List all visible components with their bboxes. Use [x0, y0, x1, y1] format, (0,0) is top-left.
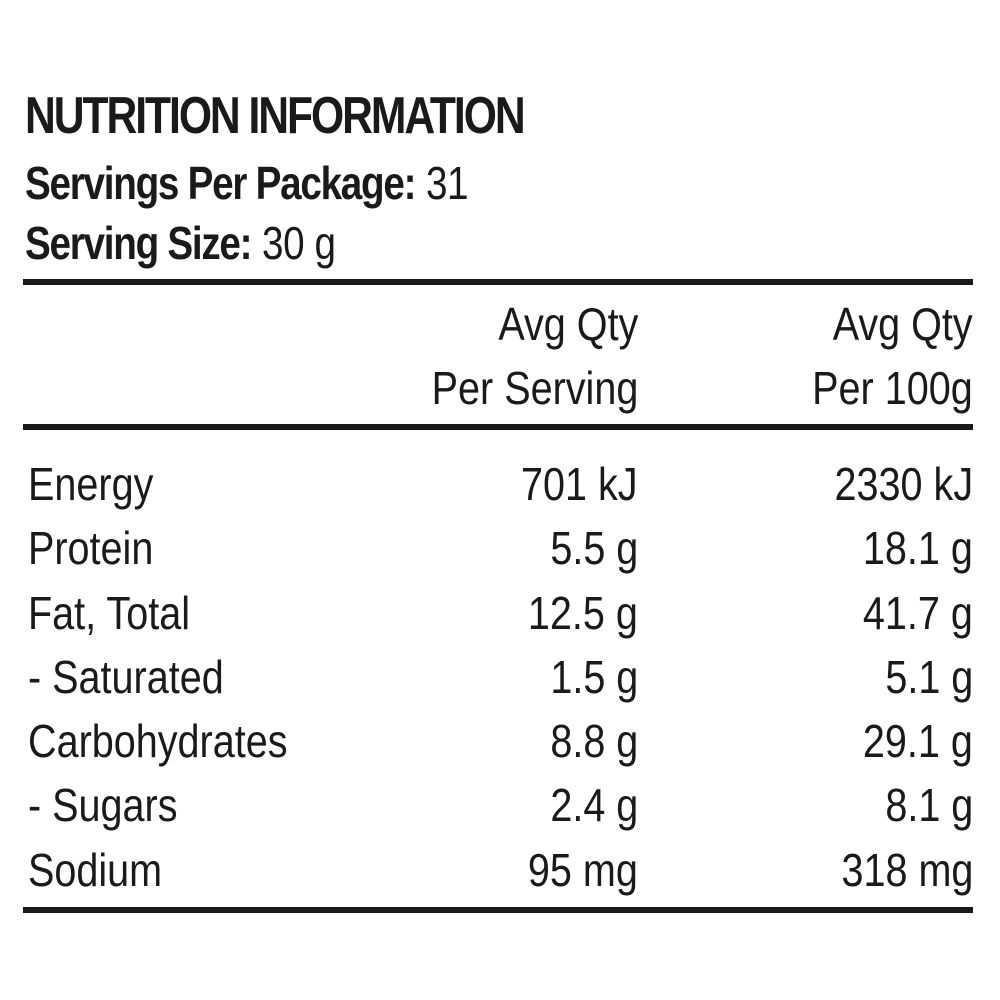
per-100g-value: 8.1 g [885, 779, 973, 832]
table-row-sugars: - Sugars 2.4 g 8.1 g [23, 773, 973, 837]
per-100g-value: 2330 kJ [834, 458, 973, 510]
per-serving-value: 2.4 g [550, 779, 638, 832]
column-header-per-serving: Avg Qty Per Serving [398, 292, 638, 420]
column-header-line1: Avg Qty [498, 298, 638, 350]
divider-bottom [23, 907, 973, 913]
column-header-line2: Per Serving [431, 362, 638, 414]
servings-per-package-label: Servings Per Package: [25, 157, 416, 209]
divider-top [23, 279, 973, 285]
per-100g-value: 18.1 g [863, 522, 973, 575]
per-serving-value: 5.5 g [550, 522, 638, 575]
servings-per-package: Servings Per Package: 31 [25, 155, 469, 211]
panel-title: NUTRITION INFORMATION [25, 87, 526, 145]
serving-size-label: Serving Size: [25, 217, 253, 269]
nutrient-name: Sodium [28, 843, 163, 896]
per-serving-value: 95 mg [528, 843, 638, 896]
per-100g-value: 41.7 g [863, 586, 973, 639]
per-100g-value: 29.1 g [863, 715, 973, 768]
table-row-sodium: Sodium 95 mg 318 mg [23, 838, 973, 902]
per-serving-value: 12.5 g [528, 586, 638, 639]
nutrition-information-panel: NUTRITION INFORMATION Servings Per Packa… [23, 0, 973, 1000]
column-header-line1: Avg Qty [833, 298, 973, 350]
table-row-fat-total: Fat, Total 12.5 g 41.7 g [23, 581, 973, 645]
nutrient-name: - Saturated [28, 650, 224, 703]
table-row-saturated: - Saturated 1.5 g 5.1 g [23, 645, 973, 709]
nutrient-rows: Energy 701 kJ 2330 kJ Protein 5.5 g 18.1… [23, 452, 973, 902]
column-header-per-100g: Avg Qty Per 100g [786, 292, 973, 420]
serving-size-value: 30 g [262, 217, 336, 269]
nutrient-name: - Sugars [28, 779, 178, 832]
per-100g-value: 318 mg [841, 843, 973, 896]
per-serving-value: 701 kJ [521, 458, 638, 510]
table-row-protein: Protein 5.5 g 18.1 g [23, 516, 973, 580]
per-serving-value: 8.8 g [550, 715, 638, 768]
per-100g-value: 5.1 g [885, 650, 973, 703]
column-header-line2: Per 100g [812, 362, 973, 414]
nutrient-name: Carbohydrates [28, 715, 288, 768]
serving-size: Serving Size: 30 g [25, 215, 336, 271]
per-serving-value: 1.5 g [550, 650, 638, 703]
nutrient-name: Fat, Total [28, 586, 190, 639]
table-row-carbohydrates: Carbohydrates 8.8 g 29.1 g [23, 709, 973, 773]
nutrient-name: Protein [28, 522, 154, 575]
servings-per-package-value: 31 [425, 157, 469, 209]
nutrient-name: Energy [28, 458, 154, 510]
table-row-energy: Energy 701 kJ 2330 kJ [23, 452, 973, 516]
divider-middle [23, 424, 973, 430]
